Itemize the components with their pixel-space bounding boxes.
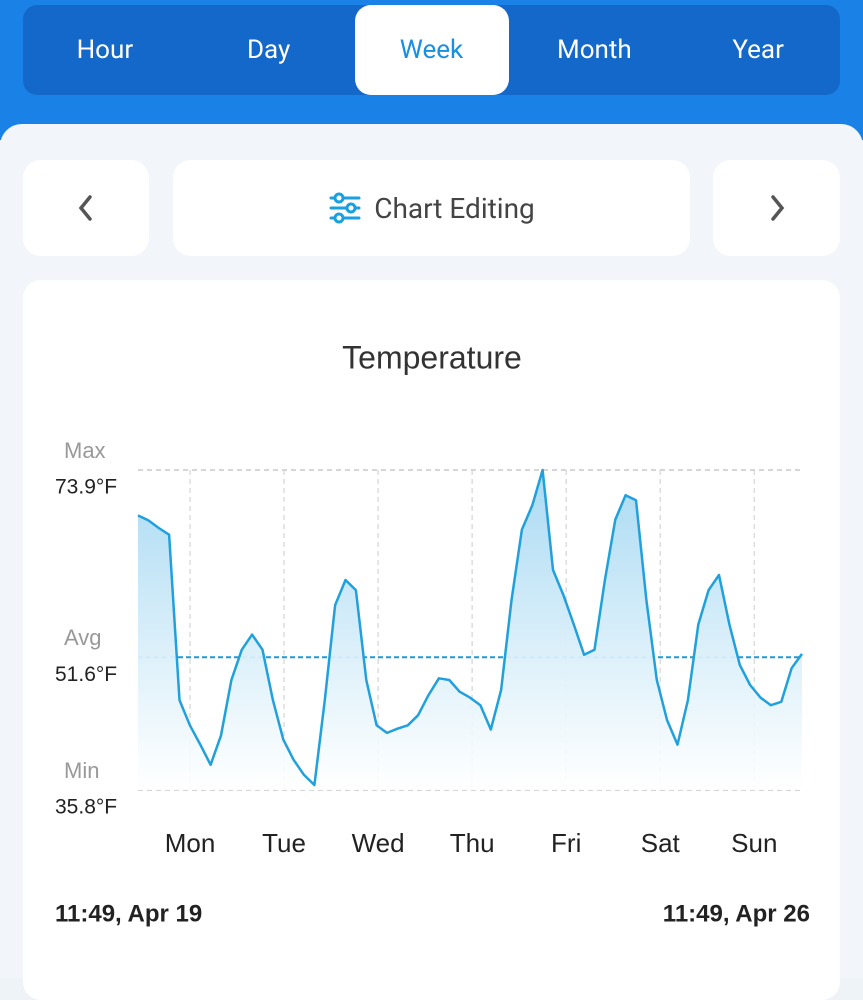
marker-name: Min (64, 758, 99, 783)
marker-name: Avg (64, 625, 102, 650)
range-tab[interactable]: Year (732, 35, 784, 65)
chevron-left (78, 195, 92, 221)
marker-label: 73.9°F (55, 476, 117, 499)
x-tick-label: Sat (641, 828, 681, 858)
next-button[interactable] (713, 160, 840, 256)
range-tab[interactable]: Day (246, 35, 291, 65)
nav-label: Chart Editing (374, 191, 535, 225)
x-tick-label: Tue (262, 828, 306, 858)
chart-title: Temperature (342, 339, 522, 375)
line (137, 468, 804, 787)
area (138, 470, 802, 790)
sliders-icon (329, 192, 361, 224)
prev-button[interactable] (23, 160, 149, 256)
x-tick-label: Thu (450, 828, 495, 858)
range-tab[interactable]: Week (354, 5, 509, 95)
x-tick-label: Wed (352, 828, 405, 858)
range-tabs: Hour Day Week Month Year (23, 5, 840, 95)
start-time: 11:49, Apr 19 (55, 900, 202, 927)
marker-name: Max (64, 438, 106, 463)
end-time: 11:49, Apr 26 (663, 900, 810, 927)
range-tab[interactable]: Month (557, 35, 632, 65)
chart: Temperature 11:49, Apr 19 11:49, Apr 26 … (55, 339, 810, 927)
marker-label: 35.8°F (55, 796, 117, 819)
x-tick-label: Mon (165, 828, 216, 858)
x-tick-label: Fri (551, 828, 581, 858)
x-tick-label: Sun (731, 828, 777, 858)
range-tab[interactable]: Hour (76, 35, 134, 65)
chevron-right (770, 195, 784, 221)
marker-label: 51.6°F (55, 663, 117, 686)
chart-editing-button[interactable]: Chart Editing (173, 160, 690, 256)
